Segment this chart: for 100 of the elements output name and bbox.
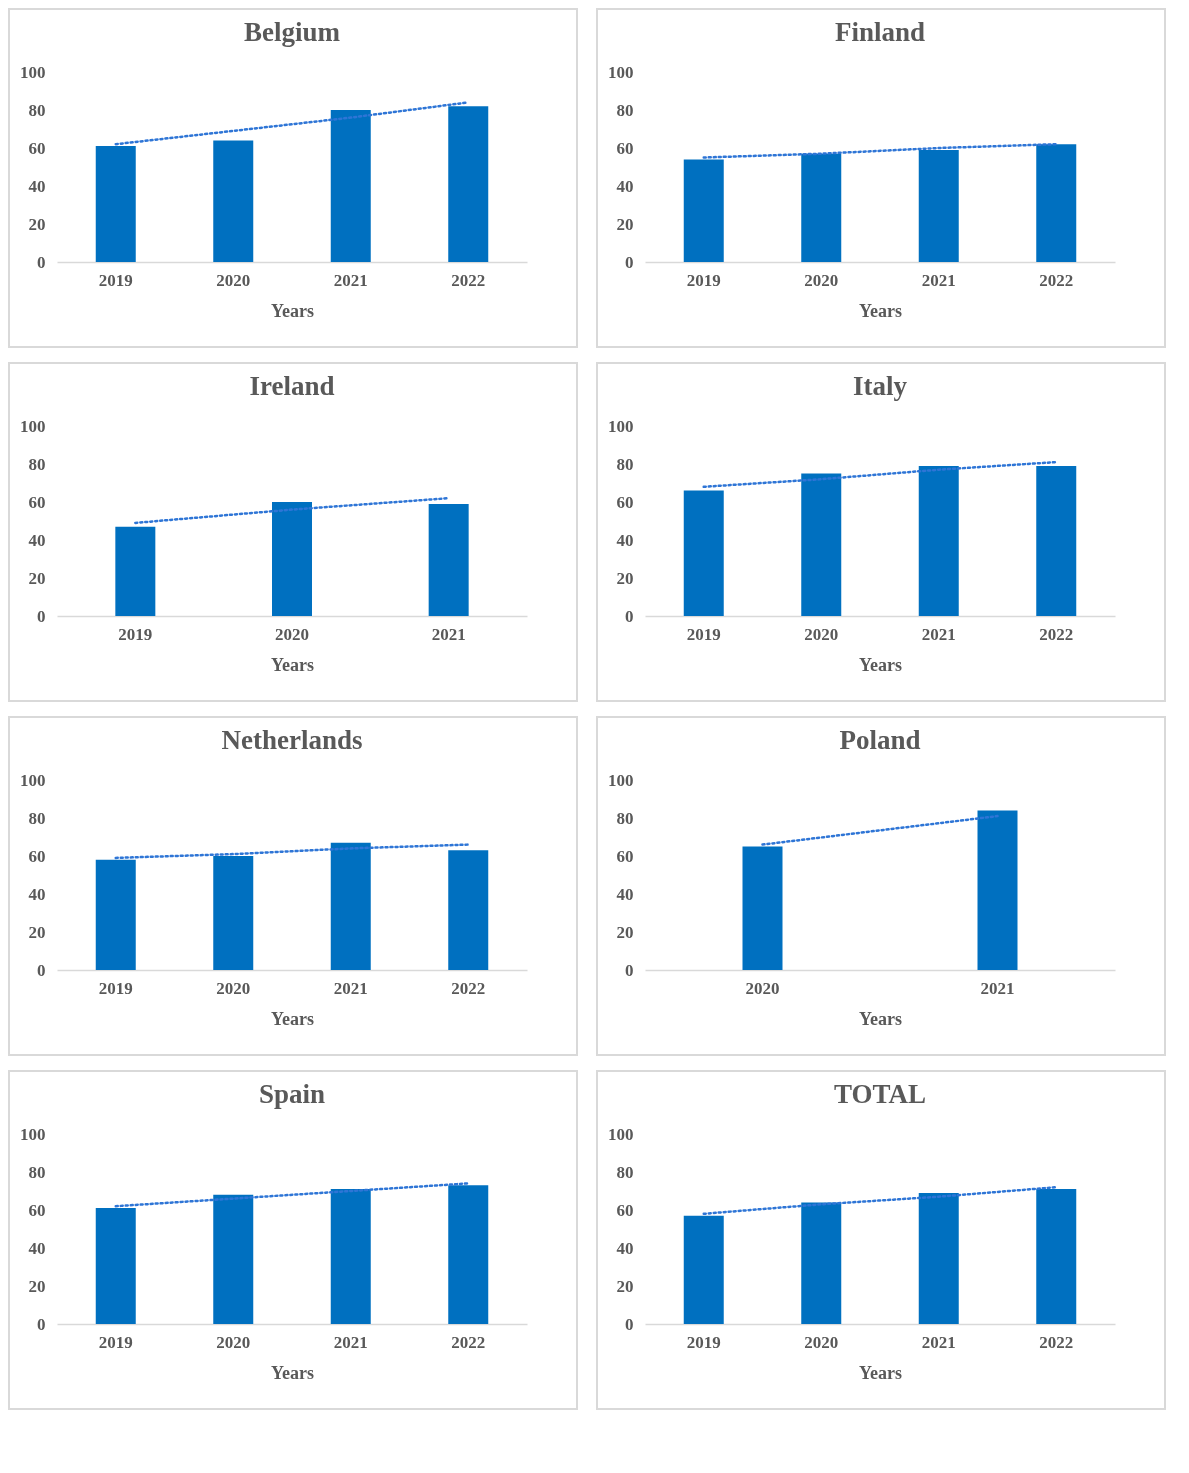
y-tick-label: 0 (37, 1314, 46, 1334)
x-tick-label: 2020 (216, 1332, 251, 1352)
chart-title: Belgium (243, 17, 341, 47)
x-tick-label: 2021 (921, 270, 956, 290)
y-tick-label: 60 (616, 1200, 634, 1220)
y-tick-label: 0 (625, 1314, 634, 1334)
x-axis-title: Years (859, 654, 902, 675)
line-series (702, 460, 1058, 489)
bar (95, 859, 136, 970)
x-axis-title: Years (271, 300, 314, 321)
chart-title: Ireland (249, 371, 335, 401)
x-axis-title: Years (271, 1008, 314, 1029)
x-tick-label: 2020 (275, 624, 309, 644)
y-tick-label: 20 (616, 922, 634, 942)
y-tick-label: 100 (20, 416, 46, 436)
x-tick-label: 2021 (333, 270, 368, 290)
y-tick-label: 20 (616, 568, 634, 588)
x-tick-label: 2021 (333, 1332, 368, 1352)
y-tick-label: 40 (28, 176, 46, 196)
y-tick-label: 60 (28, 492, 46, 512)
x-axis-title: Years (859, 1362, 902, 1383)
line-series (114, 843, 470, 860)
y-tick-label: 20 (616, 214, 634, 234)
x-tick-label: 2022 (1039, 1332, 1074, 1352)
y-tick-label: 40 (28, 884, 46, 904)
bar (330, 1189, 371, 1324)
line-series (114, 1182, 470, 1208)
bar (918, 1192, 959, 1324)
y-tick-label: 80 (28, 454, 46, 474)
y-tick-label: 80 (616, 454, 634, 474)
bar (213, 140, 254, 262)
x-tick-label: 2020 (216, 978, 251, 998)
y-tick-label: 60 (28, 138, 46, 158)
bar (918, 465, 959, 616)
y-tick-label: 100 (608, 1124, 634, 1144)
chart-title: TOTAL (833, 1079, 927, 1109)
y-tick-label: 80 (28, 100, 46, 120)
bar (213, 856, 254, 970)
x-tick-label: 2020 (745, 978, 780, 998)
y-tick-label: 100 (20, 1124, 46, 1144)
chart-title: Spain (258, 1079, 326, 1109)
bar (683, 490, 724, 616)
y-tick-label: 40 (616, 884, 634, 904)
chart-title: Poland (839, 725, 921, 755)
y-tick-label: 20 (28, 922, 46, 942)
y-tick-label: 80 (616, 100, 634, 120)
x-tick-label: 2022 (1039, 624, 1074, 644)
bar (801, 1202, 842, 1324)
x-axis-title: Years (271, 1362, 314, 1383)
y-tick-label: 80 (616, 1162, 634, 1182)
x-tick-label: 2022 (451, 1332, 486, 1352)
x-tick-label: 2021 (333, 978, 368, 998)
x-axis-title: Years (859, 1008, 902, 1029)
x-tick-label: 2019 (686, 270, 721, 290)
x-tick-label: 2021 (921, 624, 956, 644)
y-tick-label: 20 (28, 568, 46, 588)
chart-title: Italy (853, 371, 908, 401)
x-tick-label: 2022 (451, 270, 486, 290)
bar (213, 1194, 254, 1324)
y-tick-label: 100 (608, 62, 634, 82)
y-tick-label: 80 (616, 808, 634, 828)
y-tick-label: 100 (20, 62, 46, 82)
y-tick-label: 80 (28, 808, 46, 828)
y-tick-label: 100 (20, 770, 46, 790)
bar (1036, 1189, 1077, 1324)
bar (448, 106, 489, 262)
y-tick-label: 60 (616, 138, 634, 158)
x-tick-label: 2019 (98, 270, 133, 290)
x-tick-label: 2020 (804, 270, 839, 290)
x-tick-label: 2019 (98, 1332, 133, 1352)
bar (115, 526, 156, 616)
bar (95, 146, 136, 262)
y-tick-label: 40 (28, 530, 46, 550)
y-tick-label: 40 (28, 1238, 46, 1258)
x-tick-label: 2020 (804, 624, 839, 644)
chart-title: Netherlands (221, 725, 363, 755)
x-tick-label: 2021 (921, 1332, 956, 1352)
bar (272, 502, 312, 616)
x-tick-label: 2022 (1039, 270, 1074, 290)
bar (683, 159, 724, 262)
bar (683, 1215, 724, 1324)
y-tick-label: 20 (28, 1276, 46, 1296)
y-tick-label: 0 (625, 960, 634, 980)
y-tick-label: 100 (608, 770, 634, 790)
y-tick-label: 0 (37, 960, 46, 980)
x-axis-title: Years (859, 300, 902, 321)
line-series (702, 142, 1058, 159)
x-tick-label: 2019 (686, 624, 721, 644)
bar (801, 153, 842, 262)
bar (330, 110, 371, 262)
bar (801, 473, 842, 616)
y-tick-label: 60 (616, 846, 634, 866)
x-tick-label: 2020 (804, 1332, 839, 1352)
y-tick-label: 0 (37, 252, 46, 272)
y-tick-label: 40 (616, 530, 634, 550)
y-tick-label: 20 (28, 214, 46, 234)
y-tick-label: 40 (616, 1238, 634, 1258)
y-tick-label: 20 (616, 1276, 634, 1296)
y-tick-label: 100 (608, 416, 634, 436)
line-series (702, 1185, 1058, 1216)
